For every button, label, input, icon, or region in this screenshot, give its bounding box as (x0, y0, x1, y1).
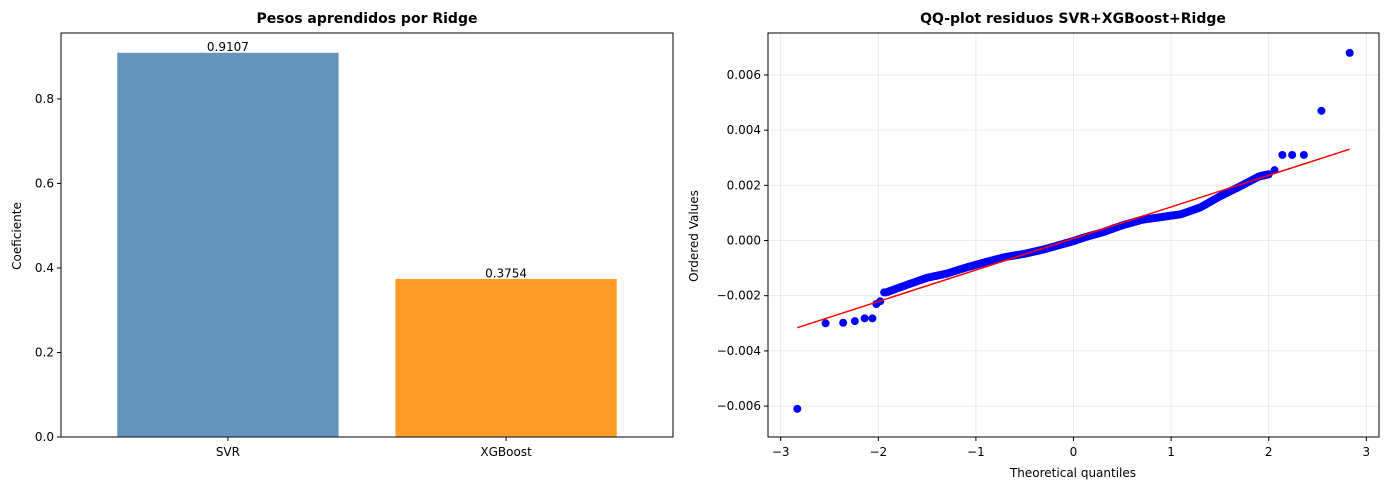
qq-grid (768, 33, 1379, 437)
qq-x-tick-label: 0 (1070, 445, 1078, 459)
qq-chart: QQ-plot residuos SVR+XGBoost+Ridge Theor… (687, 11, 1380, 480)
qq-x-ticks: −3 −2 −1 0 1 2 3 (772, 437, 1370, 459)
bar-x-ticks: SVR XGBoost (216, 437, 532, 459)
qq-y-tick-label: 0.004 (727, 123, 761, 137)
bar-chart: Pesos aprendidos por Ridge Coeficiente 0… (10, 11, 674, 459)
qq-x-tick-label: 1 (1167, 445, 1175, 459)
qq-x-tick-label: −3 (772, 445, 790, 459)
qq-chart-title: QQ-plot residuos SVR+XGBoost+Ridge (920, 11, 1226, 27)
bar-chart-title: Pesos aprendidos por Ridge (257, 11, 478, 27)
bar-y-tick-label: 0.6 (35, 176, 54, 190)
qq-x-tick-label: 3 (1362, 445, 1370, 459)
qq-y-tick-label: −0.002 (717, 289, 761, 303)
bar-x-tick-label: SVR (216, 445, 240, 459)
qq-x-tick-label: −2 (869, 445, 887, 459)
bar-y-tick-label: 0.2 (35, 345, 54, 359)
bar-chart-ylabel: Coeficiente (10, 202, 24, 270)
qq-point (860, 314, 869, 323)
bar-y-tick-label: 0.0 (35, 430, 54, 444)
qq-point (1278, 150, 1287, 159)
qq-x-tick-label: 2 (1265, 445, 1273, 459)
bar-xgboost (394, 277, 618, 438)
qq-y-tick-label: 0.000 (727, 234, 761, 248)
qq-y-tick-label: −0.006 (717, 399, 761, 413)
qq-x-tick-label: −1 (967, 445, 985, 459)
qq-y-ticks: −0.006 −0.004 −0.002 0.000 0.002 0.004 0.006 (717, 68, 768, 413)
qq-points (793, 48, 1354, 413)
qq-point (839, 318, 848, 327)
bar-svr (116, 51, 340, 438)
qq-y-tick-label: −0.004 (717, 344, 761, 358)
qq-y-tick-label: 0.002 (727, 178, 761, 192)
qq-point (1288, 150, 1297, 159)
qq-point (1317, 106, 1326, 115)
qq-point (1345, 48, 1354, 57)
bar-y-ticks: 0.0 0.2 0.4 0.6 0.8 (35, 92, 61, 444)
qq-point (1299, 150, 1308, 159)
bar-plot-frame (60, 32, 674, 438)
qq-fit-line (797, 148, 1350, 329)
qq-point (821, 319, 830, 328)
bar-y-tick-label: 0.4 (35, 261, 54, 275)
bar-x-tick-label: XGBoost (480, 445, 532, 459)
qq-point (868, 314, 877, 323)
qq-point (793, 404, 802, 413)
bar-data-label: 0.3754 (485, 266, 527, 280)
bar-marks: 0.9107 0.3754 (116, 40, 618, 438)
qq-fit-line-group (797, 148, 1350, 329)
bar-data-label: 0.9107 (207, 40, 249, 54)
qq-chart-ylabel: Ordered Values (687, 190, 701, 282)
bar-y-tick-label: 0.8 (35, 92, 54, 106)
qq-plot-frame (767, 32, 1380, 438)
qq-point (850, 317, 859, 326)
qq-chart-xlabel: Theoretical quantiles (1009, 466, 1136, 480)
qq-y-tick-label: 0.006 (727, 68, 761, 82)
